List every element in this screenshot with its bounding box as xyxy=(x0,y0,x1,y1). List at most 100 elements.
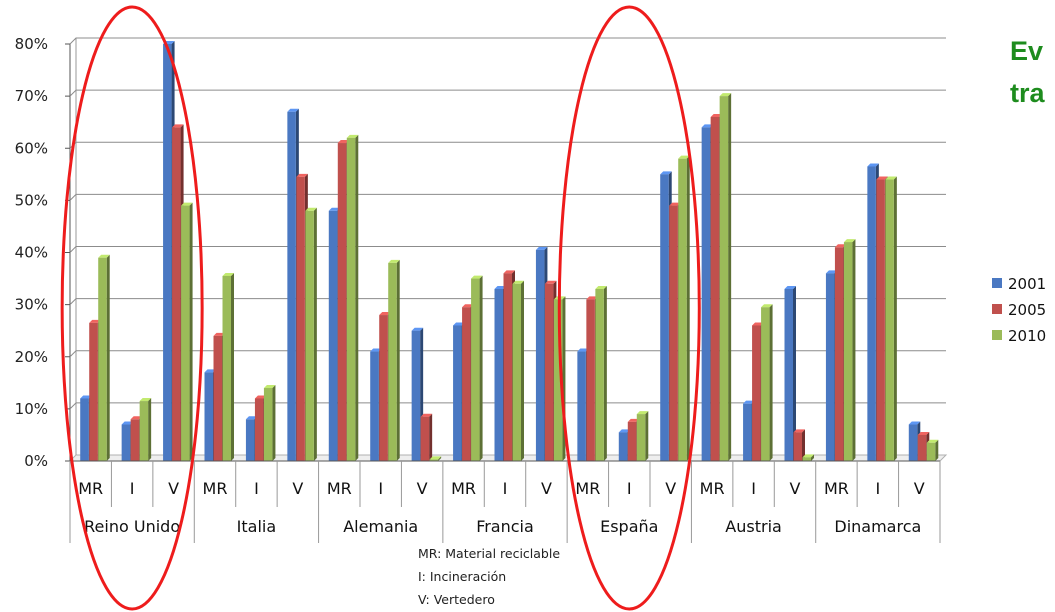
bar-top xyxy=(462,304,474,308)
bar xyxy=(346,134,359,461)
y-tick-label: 70% xyxy=(15,87,48,105)
bar-face xyxy=(843,242,853,461)
bar-top xyxy=(379,312,391,316)
bar-face xyxy=(254,398,264,461)
bar-face xyxy=(121,424,131,461)
bar-top xyxy=(627,418,640,422)
bar-top xyxy=(917,431,930,435)
gridline xyxy=(69,246,946,253)
y-tick-label: 30% xyxy=(15,296,48,314)
bar-face xyxy=(908,424,918,461)
bar-face xyxy=(328,210,338,461)
bar-top xyxy=(876,176,888,180)
bar-face xyxy=(139,401,149,461)
bar-top xyxy=(254,395,267,399)
bar-face xyxy=(453,325,462,461)
y-tick-label: 20% xyxy=(15,348,48,366)
bar-face xyxy=(917,434,927,461)
bar-face xyxy=(660,174,669,461)
group-label: Austria xyxy=(725,517,782,536)
bar-top xyxy=(98,254,110,258)
bar xyxy=(429,456,442,461)
bar-side xyxy=(769,304,773,461)
group-label: Alemania xyxy=(343,517,418,536)
bar-face xyxy=(379,315,388,461)
gridline xyxy=(69,141,946,149)
bar-face xyxy=(678,158,687,462)
gridline xyxy=(69,298,946,305)
x-tick-label: MR xyxy=(78,479,103,498)
bar-face xyxy=(512,283,521,461)
bar-side xyxy=(272,385,276,461)
legend-label: 2001 xyxy=(1008,275,1046,293)
bar-side xyxy=(396,259,400,461)
footnote-v: V: Vertedero xyxy=(418,592,495,607)
bar-top xyxy=(453,322,465,326)
bar-face xyxy=(471,278,480,461)
gridline xyxy=(69,193,946,201)
x-tick-label: MR xyxy=(327,479,352,498)
bar-face xyxy=(370,351,379,461)
x-tick-label: V xyxy=(790,479,801,498)
x-tick-label: I xyxy=(254,479,259,498)
group-label: Reino Unido xyxy=(84,517,180,536)
bar xyxy=(98,254,110,461)
bar-top xyxy=(121,421,134,425)
gridline xyxy=(69,37,946,45)
bar-face xyxy=(337,143,347,461)
bar-top xyxy=(172,124,184,128)
bar-top xyxy=(825,270,838,274)
bar-top xyxy=(544,280,557,284)
bar-side xyxy=(852,239,856,461)
bar-top xyxy=(535,246,548,250)
bar-top xyxy=(618,429,631,433)
bar xyxy=(263,385,276,461)
bar xyxy=(802,454,814,461)
bar-top xyxy=(636,411,649,415)
bar-side xyxy=(935,439,939,461)
bar-side xyxy=(645,411,649,461)
bar xyxy=(719,93,732,461)
bar-top xyxy=(80,395,92,399)
bar-side xyxy=(429,413,433,461)
bar-top xyxy=(761,304,773,308)
bar xyxy=(885,176,897,461)
bar xyxy=(222,272,234,461)
bar-side xyxy=(231,272,234,461)
bar-side xyxy=(793,285,796,461)
bar-top xyxy=(328,207,341,211)
bar-face xyxy=(825,273,835,461)
bar-top xyxy=(263,385,276,389)
bar-face xyxy=(752,325,761,461)
bar-face xyxy=(544,283,554,461)
bar-top xyxy=(752,322,764,326)
x-tick-label: V xyxy=(665,479,676,498)
y-tick-label: 50% xyxy=(15,191,48,209)
bar xyxy=(471,275,483,461)
bar-side xyxy=(893,176,897,461)
gridline xyxy=(69,350,946,358)
footnote-i: I: Incineración xyxy=(418,569,507,584)
bar-face xyxy=(204,372,213,461)
bar-top xyxy=(471,275,483,279)
bar-top xyxy=(867,163,879,167)
bar-top xyxy=(89,319,101,323)
bar-face xyxy=(222,275,231,461)
legend-swatch xyxy=(992,278,1002,288)
bar-top xyxy=(660,171,672,175)
highlight-ellipse xyxy=(557,5,701,611)
bar-side xyxy=(189,202,193,461)
x-tick-label: I xyxy=(130,479,135,498)
bar-face xyxy=(802,457,811,461)
bar-top xyxy=(595,285,607,289)
bar-top xyxy=(181,202,193,206)
highlight-ellipse xyxy=(60,5,204,611)
bar xyxy=(388,259,400,461)
side-title-line-2: tra xyxy=(1010,78,1045,108)
y-tick-label: 0% xyxy=(24,452,48,470)
bar-face xyxy=(287,111,296,461)
bar xyxy=(793,429,805,461)
bar-face xyxy=(885,179,894,461)
footnote-mr: MR: Material reciclable xyxy=(418,546,561,561)
bar-side xyxy=(148,398,152,461)
